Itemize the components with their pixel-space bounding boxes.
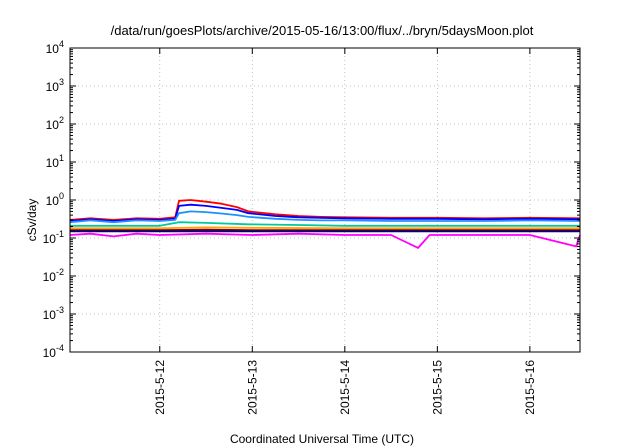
y-tick-base: 10 <box>43 308 57 322</box>
y-tick-exponent: -3 <box>56 305 64 315</box>
y-tick-label: 10-4 <box>43 343 64 360</box>
y-tick-base: 10 <box>43 270 57 284</box>
series-line <box>69 199 581 221</box>
series-line <box>70 226 580 230</box>
y-tick-label: 10-3 <box>43 305 64 322</box>
chart-title: /data/run/goesPlots/archive/2015-05-16/1… <box>111 23 534 38</box>
y-tick-base: 10 <box>43 346 57 360</box>
x-tick-label: 2015-5-13 <box>245 360 259 415</box>
y-tick-base: 10 <box>46 156 60 170</box>
y-tick-exponent: -4 <box>56 343 64 353</box>
y-tick-label: 104 <box>46 39 64 56</box>
y-tick-exponent: 2 <box>59 115 64 125</box>
y-tick-exponent: -1 <box>56 229 64 239</box>
y-tick-label: 10-1 <box>43 229 64 246</box>
tick-group: 10-410-310-210-11001011021031042015-5-12… <box>43 39 580 415</box>
y-tick-label: 102 <box>46 115 64 132</box>
y-tick-label: 100 <box>46 191 64 208</box>
y-tick-exponent: 1 <box>59 153 64 163</box>
y-tick-base: 10 <box>46 42 60 56</box>
x-tick-label: 2015-5-12 <box>153 360 167 415</box>
y-tick-base: 10 <box>43 232 57 246</box>
series-line <box>70 221 580 227</box>
y-tick-label: 10-2 <box>43 267 64 284</box>
y-tick-exponent: 0 <box>59 191 64 201</box>
y-tick-label: 101 <box>46 153 64 170</box>
y-tick-base: 10 <box>46 194 60 208</box>
x-tick-label: 2015-5-14 <box>338 360 352 415</box>
y-tick-exponent: 4 <box>59 39 64 49</box>
x-tick-label: 2015-5-16 <box>523 360 537 415</box>
series-line <box>69 203 581 222</box>
y-tick-label: 103 <box>46 77 64 94</box>
series-line <box>69 232 581 249</box>
y-axis-label: cSv/day <box>25 199 39 242</box>
y-tick-exponent: -2 <box>56 267 64 277</box>
series-line <box>69 210 581 224</box>
y-tick-base: 10 <box>46 80 60 94</box>
series-line <box>70 228 580 232</box>
x-tick-label: 2015-5-15 <box>430 360 444 415</box>
y-tick-base: 10 <box>46 118 60 132</box>
y-tick-exponent: 3 <box>59 77 64 87</box>
x-axis-label: Coordinated Universal Time (UTC) <box>230 432 414 446</box>
series-group <box>69 199 581 249</box>
